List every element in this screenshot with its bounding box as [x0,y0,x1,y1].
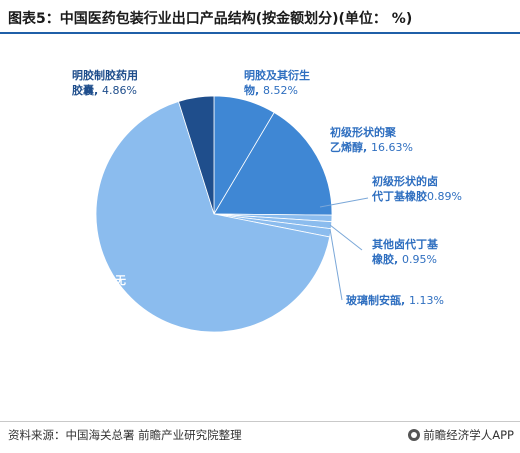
publisher-credit: 前瞻经济学人APP [408,427,514,443]
slice-value-label: 67.02% [116,319,158,332]
slice-value-label: 4.86% [102,84,137,97]
slice-value-label: 0.89% [427,190,462,203]
leader-lines [319,197,369,301]
slice-label-last: 胶囊, [72,83,102,97]
leader-line [319,197,369,208]
slice-labels: 明胶及其衍生物, 8.52% 初级形状的聚乙烯醇, 16.63% 初级形状的卤代丁基… [60,68,462,332]
slice-label: 明胶及其衍生物, 8.52% [244,68,310,97]
pie-slice [95,100,331,333]
publisher-logo-icon [408,429,421,441]
slice-label-line: 0.01mm<厚 [60,304,130,317]
slice-value-label: 16.63% [371,141,413,154]
slice-label-last: 物, [244,83,263,97]
slice-label: 初级形状的聚乙烯醇, 16.63% [330,125,413,154]
slice-label: 明胶制胶药用胶囊, 4.86% [72,68,138,97]
slice-label: 玻璃制安瓿, 1.13% [346,293,444,307]
slice-label-line: 其他卤代丁基 [372,237,439,251]
slice-label-last: 橡胶, [372,252,402,266]
slice-label-line: ≤0.2mm, [60,319,116,332]
pie-slice [178,95,215,215]
publisher-credit-text: 前瞻经济学人APP [423,428,514,442]
slice-label: 初级形状的卤代丁基橡胶0.89% [371,174,462,203]
slice-label-line: 明胶制胶药用 [72,68,138,82]
pie-chart: 明胶及其衍生物, 8.52% 初级形状的聚乙烯醇, 16.63% 初级形状的卤代丁基… [60,68,462,333]
slice-label-line: 代丁基橡胶 [371,189,427,203]
slice-value-label: 1.13% [409,294,444,307]
pie-slice [213,111,333,216]
slice-value-label: 8.52% [263,84,298,97]
pie-slices [95,95,333,333]
slice-label-line: 初级形状的聚 [330,125,397,139]
slice-label-last: 玻璃制安瓿, [346,293,409,307]
source-note: 资料来源：中国海关总署 前瞻产业研究院整理 [8,428,242,442]
title-divider [0,32,520,34]
slice-label-line: 明胶及其衍生 [244,68,310,82]
leader-line [329,224,363,251]
slice-label-line: 初级形状的卤 [372,174,438,188]
chart-title: 图表5：中国医药包装行业出口产品结构(按金额划分)(单位： %) [8,11,413,27]
slice-value-label: 0.95% [402,253,437,266]
slice-label-line: 轧后未加工无 [60,273,126,287]
footer-divider [0,421,520,422]
leader-line [329,228,343,301]
slice-label-line: 衬背铝箔, [60,288,108,302]
slice-label-last: 乙烯醇, [330,140,371,154]
slice-label: 其他卤代丁基橡胶, 0.95% [372,237,439,266]
slice-label: 轧后未加工无衬背铝箔, 0.01mm<厚 ≤0.2mm,67.02% [60,273,158,332]
